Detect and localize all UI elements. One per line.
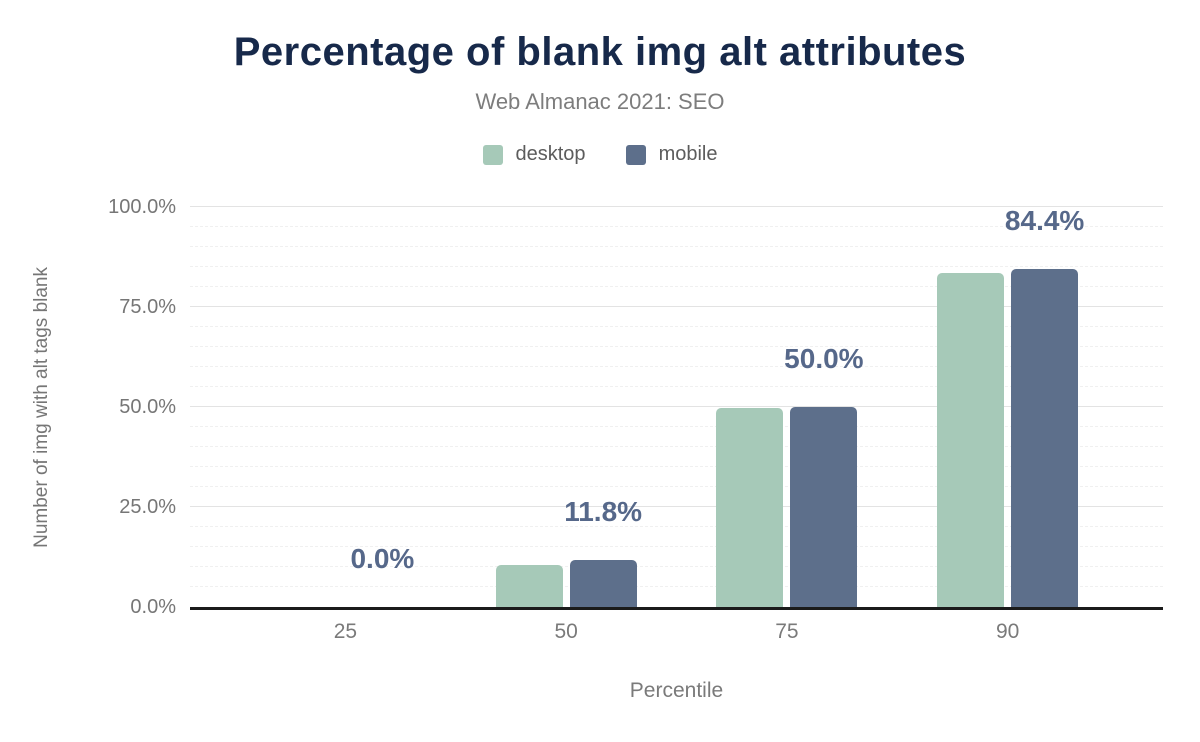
- legend-swatch-mobile: [625, 144, 646, 165]
- bar-value-label-p25: 0.0%: [350, 543, 415, 574]
- minor-gridline-40: [190, 446, 1163, 447]
- minor-gridline-5: [190, 586, 1163, 587]
- bar-value-label-p50: 11.8%: [564, 495, 643, 527]
- y-axis-title-box: Number of img with alt tags blank: [30, 207, 54, 607]
- legend: desktop mobile: [0, 143, 1200, 166]
- x-tick-label-75: 75: [775, 620, 799, 643]
- minor-gridline-55: [190, 386, 1163, 387]
- x-axis-title: Percentile: [629, 679, 724, 702]
- bar-group-50: 11.8%: [456, 207, 677, 607]
- chart-title: Percentage of blank img alt attributes: [233, 30, 967, 74]
- bar-group-90: 84.4%: [897, 207, 1118, 607]
- minor-gridline-65: [190, 346, 1163, 347]
- x-axis-line: [190, 607, 1163, 610]
- bar-group-75: 50.0%: [677, 207, 898, 607]
- chart-subtitle: Web Almanac 2021: SEO: [475, 89, 725, 114]
- minor-gridline-35: [190, 466, 1163, 467]
- minor-gridline-90: [190, 246, 1163, 247]
- minor-gridline-85: [190, 266, 1163, 267]
- bar-value-label-p75: 50.0%: [784, 343, 864, 374]
- minor-gridline-15: [190, 546, 1163, 547]
- bar-value-label-p90: 84.4%: [1004, 205, 1085, 237]
- major-gridline-50: [190, 406, 1163, 407]
- y-tick-label: 25.0%: [119, 496, 176, 518]
- minor-gridline-30: [190, 486, 1163, 487]
- minor-gridline-60: [190, 366, 1163, 367]
- bar-mobile-p75[interactable]: [790, 407, 858, 607]
- bar-mobile-p90[interactable]: [1011, 269, 1079, 607]
- plot-area: 0.0% 25.0% 50.0% 75.0% 100.0% 0.0% 11.8% 50.0%…: [108, 197, 1163, 702]
- y-tick-label: 50.0%: [119, 396, 176, 418]
- legend-label: desktop: [515, 143, 586, 165]
- x-tick-label-90: 90: [995, 620, 1020, 643]
- minor-gridline-70: [190, 326, 1163, 327]
- legend-label: mobile: [658, 143, 718, 165]
- bar-desktop-p50[interactable]: [495, 565, 563, 607]
- bar-mobile-p50[interactable]: [569, 559, 637, 607]
- minor-gridline-80: [190, 286, 1163, 287]
- bar-groups: 0.0% 11.8% 50.0% 84.4%: [235, 207, 1118, 607]
- bar-desktop-p75[interactable]: [716, 408, 784, 607]
- y-axis-title: Number of img with alt tags blank: [31, 266, 52, 548]
- major-gridline-100: [190, 206, 1163, 207]
- legend-swatch-desktop: [482, 144, 503, 165]
- major-gridline-25: [190, 506, 1163, 507]
- minor-gridline-45: [190, 426, 1163, 427]
- minor-gridline-10: [190, 566, 1163, 567]
- x-tick-label-25: 25: [333, 620, 358, 643]
- y-tick-label: 100.0%: [108, 196, 176, 218]
- minor-gridline-95: [190, 226, 1163, 227]
- y-tick-label: 75.0%: [119, 296, 176, 318]
- legend-item-desktop[interactable]: desktop: [482, 143, 586, 166]
- minor-gridline-20: [190, 526, 1163, 527]
- x-tick-label-50: 50: [554, 620, 578, 643]
- legend-item-mobile[interactable]: mobile: [625, 143, 718, 166]
- y-tick-label: 0.0%: [130, 596, 176, 618]
- bar-group-25: 0.0%: [235, 207, 456, 607]
- major-gridline-75: [190, 306, 1163, 307]
- bar-desktop-p90[interactable]: [937, 273, 1005, 607]
